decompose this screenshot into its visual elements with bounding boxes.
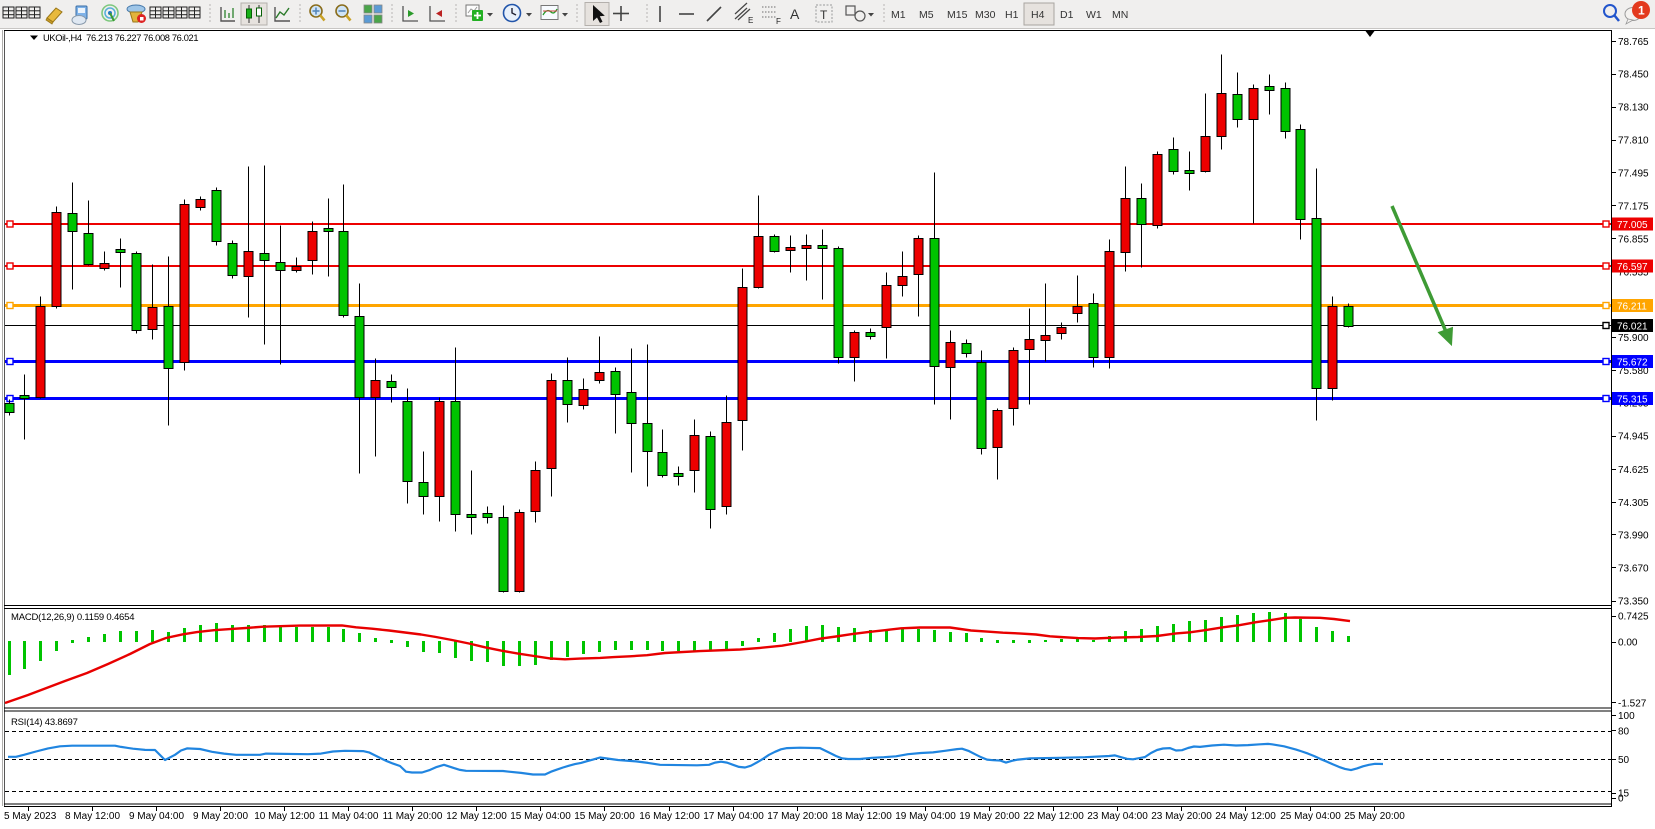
svg-text:15 May 20:00: 15 May 20:00 <box>574 811 635 822</box>
svg-text:74.625: 74.625 <box>1618 465 1649 476</box>
svg-text:T: T <box>820 8 828 22</box>
svg-text:17 May 04:00: 17 May 04:00 <box>703 811 764 822</box>
svg-text:19 May 20:00: 19 May 20:00 <box>959 811 1020 822</box>
svg-text:11 May 04:00: 11 May 04:00 <box>319 811 379 822</box>
svg-text:75.315: 75.315 <box>1617 394 1648 405</box>
svg-text:73.990: 73.990 <box>1618 530 1649 541</box>
svg-text:17 May 20:00: 17 May 20:00 <box>767 811 828 822</box>
svg-text:100: 100 <box>1618 711 1635 722</box>
svg-text:75.672: 75.672 <box>1617 357 1648 368</box>
svg-text:73.670: 73.670 <box>1618 563 1649 574</box>
svg-text:12 May 12:00: 12 May 12:00 <box>446 811 507 822</box>
svg-text:76.535: 76.535 <box>1618 267 1649 278</box>
svg-text:76.211: 76.211 <box>1617 301 1647 312</box>
svg-text:M5: M5 <box>919 9 934 21</box>
svg-text:E: E <box>748 16 753 25</box>
svg-text:0.7425: 0.7425 <box>1618 612 1649 623</box>
svg-text:-1.527: -1.527 <box>1618 698 1647 709</box>
svg-text:76.597: 76.597 <box>1617 262 1648 273</box>
svg-text:11 May 20:00: 11 May 20:00 <box>383 811 443 822</box>
svg-text:16 May 12:00: 16 May 12:00 <box>639 811 700 822</box>
svg-text:M15: M15 <box>947 9 968 21</box>
svg-text:74.305: 74.305 <box>1618 498 1649 509</box>
svg-text:78.450: 78.450 <box>1618 70 1649 81</box>
svg-text:F: F <box>776 17 781 26</box>
svg-text:MN: MN <box>1112 9 1128 21</box>
svg-text:W1: W1 <box>1086 9 1102 21</box>
svg-text:77.005: 77.005 <box>1617 220 1648 231</box>
svg-text:78.765: 78.765 <box>1618 37 1649 48</box>
svg-text:77.810: 77.810 <box>1618 136 1649 147</box>
svg-text:76.021: 76.021 <box>1617 321 1648 332</box>
svg-text:75.580: 75.580 <box>1618 366 1649 377</box>
svg-text:0.00: 0.00 <box>1618 638 1638 649</box>
svg-text:MACD(12,26,9) 0.1159 0.4654: MACD(12,26,9) 0.1159 0.4654 <box>11 612 134 623</box>
svg-text:78.130: 78.130 <box>1618 103 1649 114</box>
svg-text:80: 80 <box>1618 726 1630 737</box>
svg-text:RSI(14) 43.8697: RSI(14) 43.8697 <box>11 717 78 728</box>
svg-text:77.495: 77.495 <box>1618 168 1649 179</box>
svg-text:H4: H4 <box>1031 9 1045 21</box>
svg-text:H1: H1 <box>1005 9 1019 21</box>
svg-text:M30: M30 <box>975 9 996 21</box>
svg-text:5 May 2023: 5 May 2023 <box>4 811 57 822</box>
svg-text:76.855: 76.855 <box>1618 234 1649 245</box>
svg-text:77.175: 77.175 <box>1618 201 1649 212</box>
svg-text:25 May 20:00: 25 May 20:00 <box>1344 811 1405 822</box>
svg-text:9 May 04:00: 9 May 04:00 <box>129 811 184 822</box>
svg-text:19 May 04:00: 19 May 04:00 <box>895 811 956 822</box>
svg-text:22 May 12:00: 22 May 12:00 <box>1023 811 1084 822</box>
svg-text:UKOil-,H4 76.213 76.227 76.00: UKOil-,H4 76.213 76.227 76.008 76.021 <box>43 33 198 43</box>
svg-text:25 May 04:00: 25 May 04:00 <box>1280 811 1341 822</box>
svg-text:8 May 12:00: 8 May 12:00 <box>65 811 120 822</box>
svg-text:73.350: 73.350 <box>1618 597 1649 608</box>
svg-text:9 May 20:00: 9 May 20:00 <box>193 811 248 822</box>
svg-text:23 May 20:00: 23 May 20:00 <box>1151 811 1212 822</box>
svg-text:18 May 12:00: 18 May 12:00 <box>831 811 892 822</box>
svg-text:15 May 04:00: 15 May 04:00 <box>510 811 571 822</box>
svg-text:10 May 12:00: 10 May 12:00 <box>254 811 315 822</box>
svg-text:15: 15 <box>1618 789 1630 800</box>
svg-text:M1: M1 <box>891 9 906 21</box>
svg-text:D1: D1 <box>1060 9 1074 21</box>
svg-text:74.945: 74.945 <box>1618 432 1649 443</box>
svg-text:23 May 04:00: 23 May 04:00 <box>1087 811 1148 822</box>
svg-text:1: 1 <box>1638 4 1645 18</box>
svg-text:A: A <box>790 6 800 22</box>
svg-text:75.900: 75.900 <box>1618 333 1649 344</box>
svg-text:50: 50 <box>1618 755 1630 766</box>
svg-text:24 May 12:00: 24 May 12:00 <box>1215 811 1276 822</box>
svg-text:0: 0 <box>1618 794 1624 805</box>
